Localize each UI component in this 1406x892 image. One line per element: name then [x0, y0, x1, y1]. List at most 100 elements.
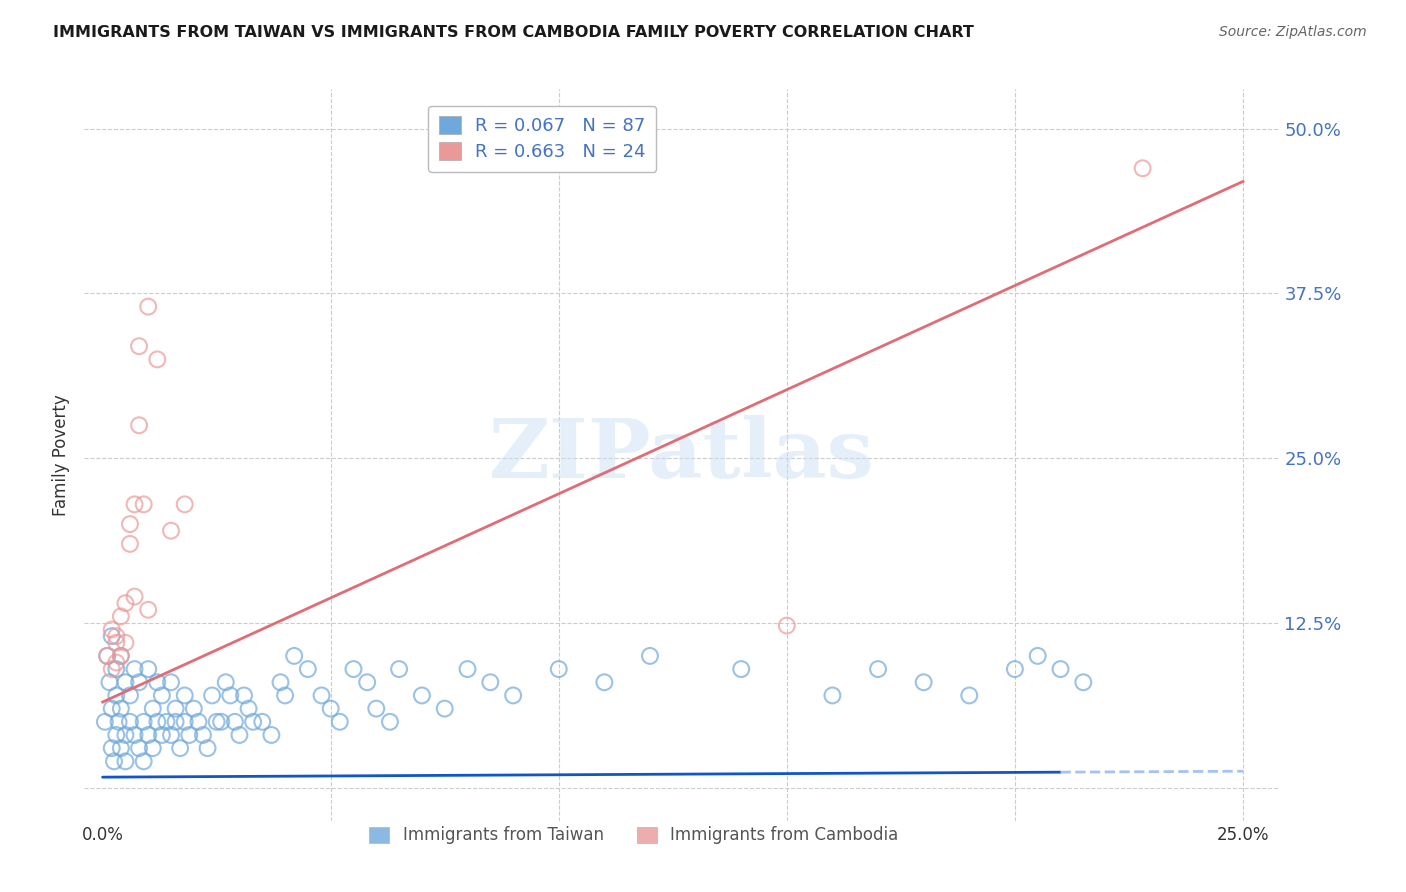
Point [1071, 675, 1094, 690]
Point [238, 701, 260, 715]
Point [136, 603, 159, 617]
Point [1132, 161, 1154, 176]
Y-axis label: Family Poverty: Family Poverty [52, 394, 70, 516]
Point [114, 728, 136, 742]
Point [547, 662, 569, 676]
Point [100, 623, 122, 637]
Point [224, 714, 246, 729]
Point [94, 714, 117, 729]
Point [105, 656, 128, 670]
Text: Source: ZipAtlas.com: Source: ZipAtlas.com [1219, 25, 1367, 39]
Point [132, 497, 155, 511]
Point [128, 741, 150, 756]
Point [388, 662, 411, 676]
Point [502, 689, 524, 703]
Point [160, 728, 183, 742]
Point [411, 689, 433, 703]
Point [110, 741, 132, 756]
Point [132, 714, 155, 729]
Point [136, 728, 159, 742]
Point [183, 701, 205, 715]
Point [110, 648, 132, 663]
Point [160, 524, 183, 538]
Point [110, 648, 132, 663]
Point [730, 662, 752, 676]
Point [110, 701, 132, 715]
Point [1026, 648, 1049, 663]
Point [96, 648, 118, 663]
Point [638, 648, 661, 663]
Point [103, 755, 125, 769]
Point [270, 675, 292, 690]
Point [124, 590, 146, 604]
Point [105, 636, 128, 650]
Point [107, 714, 129, 729]
Point [311, 689, 333, 703]
Point [118, 689, 141, 703]
Point [457, 662, 479, 676]
Point [274, 689, 297, 703]
Point [98, 675, 121, 690]
Point [169, 741, 191, 756]
Legend: Immigrants from Taiwan, Immigrants from Cambodia: Immigrants from Taiwan, Immigrants from … [361, 818, 907, 853]
Point [209, 714, 232, 729]
Text: IMMIGRANTS FROM TAIWAN VS IMMIGRANTS FROM CAMBODIA FAMILY POVERTY CORRELATION CH: IMMIGRANTS FROM TAIWAN VS IMMIGRANTS FRO… [53, 25, 974, 40]
Point [110, 609, 132, 624]
Text: ZIPatlas: ZIPatlas [489, 415, 875, 495]
Point [228, 728, 250, 742]
Point [142, 741, 165, 756]
Point [233, 689, 256, 703]
Point [260, 728, 283, 742]
Point [479, 675, 502, 690]
Point [124, 662, 146, 676]
Point [100, 741, 122, 756]
Point [146, 352, 169, 367]
Point [342, 662, 364, 676]
Point [150, 689, 173, 703]
Point [957, 689, 980, 703]
Point [128, 675, 150, 690]
Point [118, 714, 141, 729]
Point [187, 714, 209, 729]
Point [356, 675, 378, 690]
Point [205, 714, 228, 729]
Point [146, 714, 169, 729]
Point [219, 689, 242, 703]
Point [173, 689, 195, 703]
Point [776, 618, 799, 632]
Point [201, 689, 224, 703]
Point [283, 648, 305, 663]
Point [150, 728, 173, 742]
Point [100, 701, 122, 715]
Point [136, 662, 159, 676]
Point [173, 497, 195, 511]
Point [96, 648, 118, 663]
Point [114, 675, 136, 690]
Point [124, 728, 146, 742]
Point [128, 418, 150, 433]
Point [124, 497, 146, 511]
Point [191, 728, 214, 742]
Point [329, 714, 352, 729]
Point [146, 675, 169, 690]
Point [132, 755, 155, 769]
Point [118, 537, 141, 551]
Point [1004, 662, 1026, 676]
Point [165, 714, 187, 729]
Point [593, 675, 616, 690]
Point [433, 701, 456, 715]
Point [821, 689, 844, 703]
Point [118, 517, 141, 532]
Point [105, 629, 128, 643]
Point [114, 596, 136, 610]
Point [197, 741, 219, 756]
Point [1049, 662, 1071, 676]
Point [297, 662, 319, 676]
Point [155, 714, 177, 729]
Point [242, 714, 264, 729]
Point [378, 714, 401, 729]
Point [215, 675, 238, 690]
Point [105, 689, 128, 703]
Point [912, 675, 935, 690]
Point [136, 300, 159, 314]
